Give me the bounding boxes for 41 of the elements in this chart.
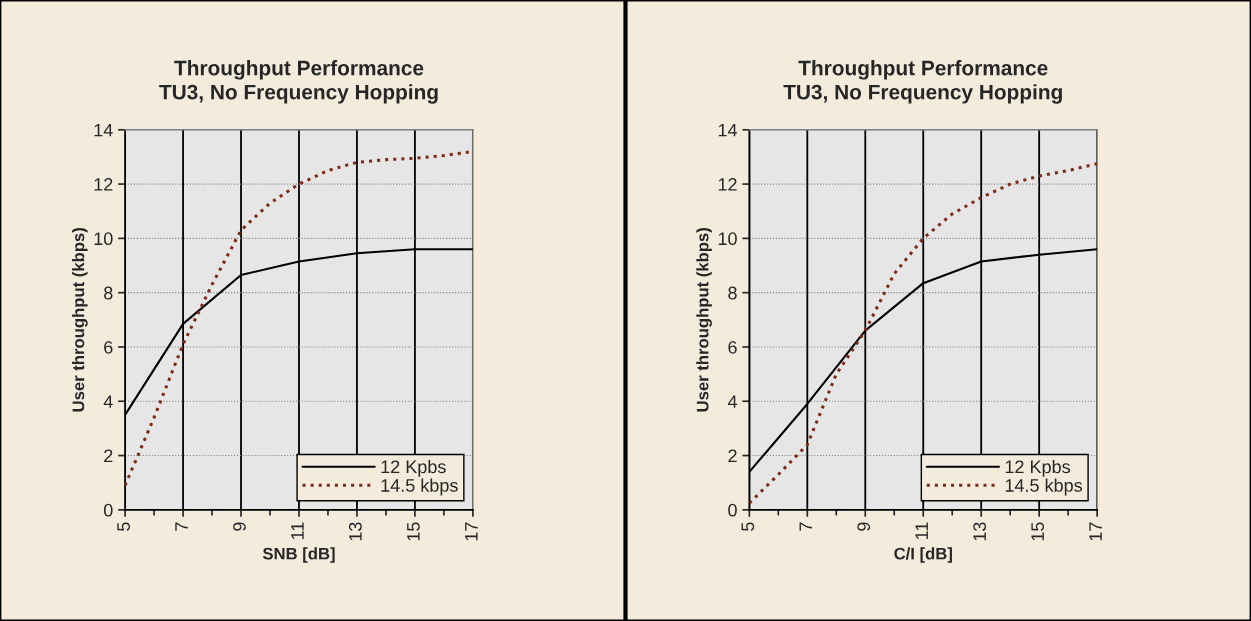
y-tick-label: 14 xyxy=(718,123,738,137)
y-tick-label: 2 xyxy=(104,449,113,463)
y-axis-title: User throughput (kbps) xyxy=(72,228,88,412)
legend-label: 14.5 kbps xyxy=(1005,478,1083,496)
x-tick-label: 5 xyxy=(117,522,130,531)
x-tick-label: 9 xyxy=(233,522,246,531)
x-tick-label: 7 xyxy=(175,522,188,531)
y-tick-label: 6 xyxy=(728,340,737,354)
y-tick-label: 8 xyxy=(104,286,113,300)
x-tick-label: 11 xyxy=(915,522,928,540)
y-tick-label: 12 xyxy=(718,178,737,191)
legend-label: 12 Kpbs xyxy=(1005,459,1070,477)
x-tick-label: 9 xyxy=(857,522,871,531)
legend-label: 12 Kpbs xyxy=(381,459,446,477)
x-tick-label: 5 xyxy=(741,522,755,531)
y-tick-label: 8 xyxy=(728,286,737,300)
y-tick-label: 0 xyxy=(728,503,737,517)
x-tick-label: 13 xyxy=(973,522,987,541)
chart-title: Throughput Performance TU3, No Frequency Hopping xyxy=(159,60,438,104)
x-tick-label: 15 xyxy=(407,522,420,541)
x-axis-title: C/I [dB] xyxy=(894,547,952,563)
chart-title: Throughput Performance TU3, No Frequency Hopping xyxy=(783,60,1062,104)
x-tick-label: 17 xyxy=(1089,522,1102,541)
y-tick-label: 10 xyxy=(94,232,113,246)
y-tick-label: 10 xyxy=(718,232,737,246)
y-tick-label: 14 xyxy=(94,123,113,137)
y-tick-label: 4 xyxy=(727,395,738,408)
x-tick-label: 17 xyxy=(465,522,478,541)
x-axis-title: SNB [dB] xyxy=(262,547,335,563)
x-tick-label: 7 xyxy=(799,522,812,531)
line-series xyxy=(749,162,1098,505)
y-axis-title: User throughput (kbps) xyxy=(696,228,712,412)
legend-label: 14.5 kbps xyxy=(381,478,458,496)
y-tick-label: 6 xyxy=(104,340,113,354)
x-tick-label: 13 xyxy=(349,522,362,541)
y-tick-label: 0 xyxy=(103,503,113,517)
y-tick-label: 2 xyxy=(728,449,737,463)
x-tick-label: 15 xyxy=(1031,522,1045,541)
x-tick-label: 11 xyxy=(291,522,304,540)
y-tick-label: 12 xyxy=(94,178,113,191)
y-tick-label: 4 xyxy=(103,395,113,408)
